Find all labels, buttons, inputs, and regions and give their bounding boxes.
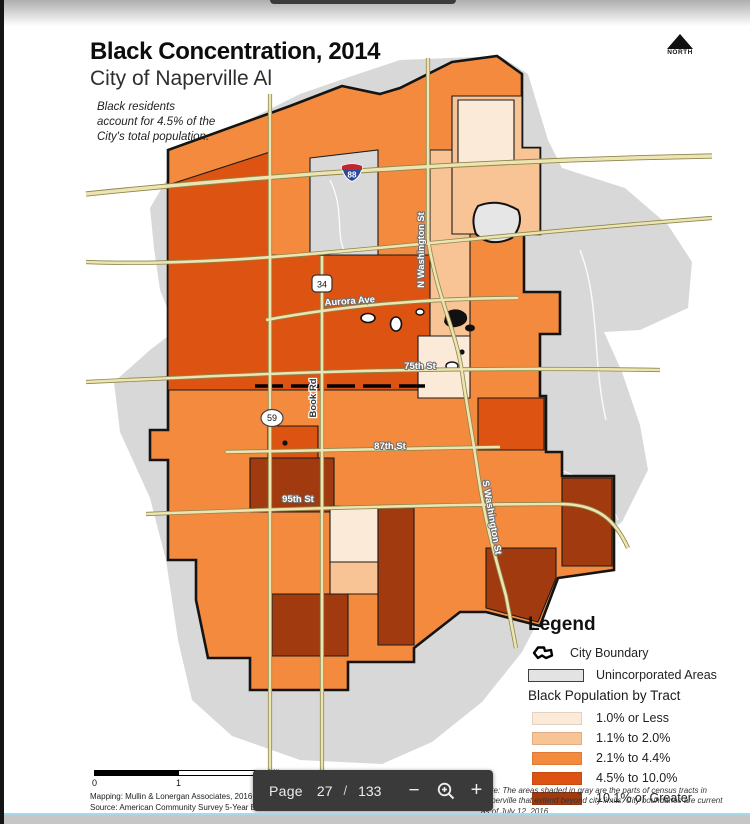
zoom-out-button[interactable]: − xyxy=(408,779,420,801)
legend-class-row: 10.1% or Greater xyxy=(528,791,738,805)
class-label-4: 4.5% to 10.0% xyxy=(596,771,678,785)
legend-class-row: 1.1% to 2.0% xyxy=(528,731,738,745)
north-arrow-icon xyxy=(667,34,693,49)
map-note: Note: The areas shaded in gray are the p… xyxy=(481,786,723,816)
ponds xyxy=(282,201,521,446)
class-label-2: 1.1% to 2.0% xyxy=(596,731,671,745)
legend-class-row: 1.0% or Less xyxy=(528,711,738,725)
legend-title: Legend xyxy=(528,614,596,635)
credits: Mapping: Mullin & Lonergan Associates, 2… xyxy=(90,792,328,814)
class-swatch-3 xyxy=(532,751,582,765)
legend-class-row: 2.1% to 4.4% xyxy=(528,751,738,765)
us-route-34-shield-icon: 34 xyxy=(311,274,333,293)
tract-heading: Black Population by Tract xyxy=(528,688,681,703)
legend: Legend City Boundary Unincorporated Area… xyxy=(528,614,738,811)
pdf-toolbar: Page 27 / 133 − + xyxy=(253,770,493,811)
north-arrow: NORTH xyxy=(660,34,700,56)
unincorporated-label: Unincorporated Areas xyxy=(596,668,717,682)
class-swatch-1 xyxy=(532,711,582,725)
svg-text:88: 88 xyxy=(348,171,357,180)
class-label-5: 10.1% or Greater xyxy=(596,791,692,805)
class-swatch-4 xyxy=(532,771,582,785)
street-label-book-rd: Book Rd xyxy=(308,378,319,417)
city-boundary-label: City Boundary xyxy=(570,646,649,660)
population-description: Black residents account for 4.5% of the … xyxy=(97,101,216,143)
left-window-edge xyxy=(0,0,4,824)
page-separator: / xyxy=(343,783,348,798)
scale-ticks: 0 1 2 xyxy=(92,778,265,788)
page-title: Black Concentration, 2014 xyxy=(90,38,381,65)
unincorporated-swatch xyxy=(528,668,584,682)
north-label: NORTH xyxy=(667,49,693,56)
top-window-gradient xyxy=(4,0,750,26)
street-label-75th: 75th St xyxy=(404,361,437,372)
class-swatch-5 xyxy=(532,791,582,805)
magnifier-plus-icon xyxy=(437,782,454,799)
street-label-aurora: Aurora Ave xyxy=(324,294,375,308)
class-label-1: 1.0% or Less xyxy=(596,711,669,725)
state-route-59-shield-icon: 59 xyxy=(260,408,284,428)
street-label-87th: 87th St xyxy=(374,441,407,452)
svg-text:34: 34 xyxy=(317,280,327,290)
credit-mapping: Mapping: Mullin & Lonergan Associates, 2… xyxy=(90,792,253,801)
page-label: Page xyxy=(269,782,303,799)
current-page-field[interactable]: 27 xyxy=(316,782,333,799)
total-pages: 133 xyxy=(358,782,382,799)
zoom-button[interactable] xyxy=(436,781,456,801)
interstate-88-shield-icon: 88 xyxy=(341,163,363,183)
legend-row-unincorporated: Unincorporated Areas xyxy=(528,668,738,682)
page-subtitle: City of Naperville Al xyxy=(90,67,273,90)
city-boundary-icon xyxy=(528,644,558,662)
class-swatch-2 xyxy=(532,731,582,745)
credit-source: Source: American Community Survey 5-Year… xyxy=(90,802,329,812)
legend-class-row: 4.5% to 10.0% xyxy=(528,771,738,785)
street-label-n-washington: N Washington St xyxy=(416,211,427,287)
bottom-window-edge xyxy=(0,813,750,824)
scale-bar-graphic xyxy=(94,770,264,776)
legend-row-city-boundary: City Boundary xyxy=(528,644,738,662)
street-label-95th: 95th St xyxy=(282,494,315,505)
svg-text:59: 59 xyxy=(267,413,277,423)
top-toolbar-remnant xyxy=(270,0,456,4)
class-label-3: 2.1% to 4.4% xyxy=(596,751,671,765)
zoom-in-button[interactable]: + xyxy=(470,779,483,801)
